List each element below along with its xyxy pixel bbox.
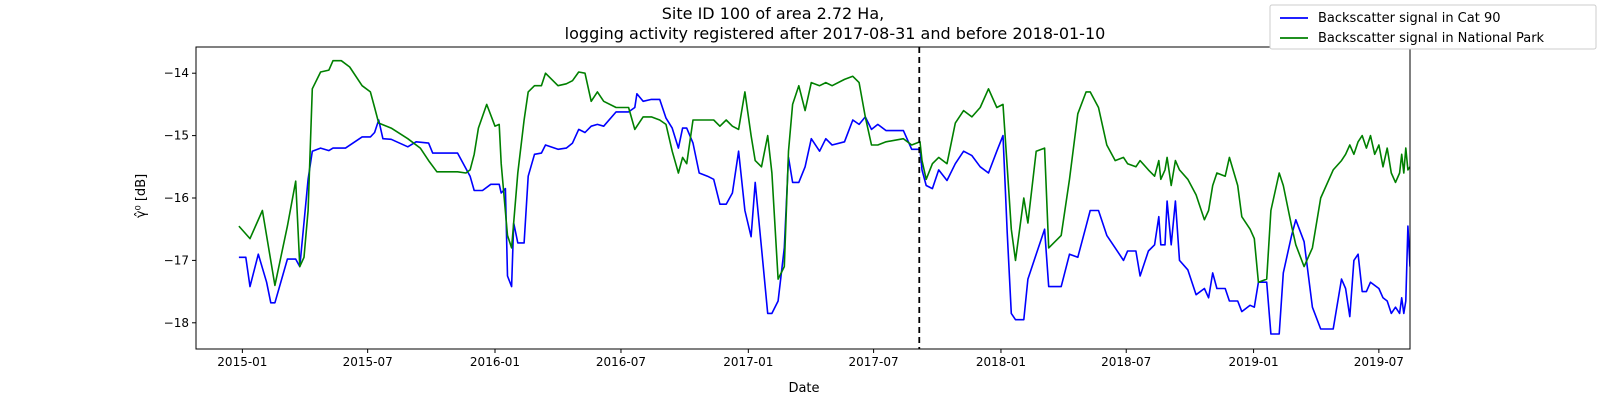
legend-label-cat90: Backscatter signal in Cat 90 bbox=[1318, 11, 1501, 26]
x-tick-label: 2015-07 bbox=[343, 355, 393, 369]
x-tick-label: 2018-01 bbox=[976, 355, 1026, 369]
y-tick-label: −17 bbox=[164, 253, 189, 267]
x-tick-label: 2019-07 bbox=[1354, 355, 1404, 369]
chart-title-line1: Site ID 100 of area 2.72 Ha, bbox=[662, 4, 884, 23]
y-tick-label: −15 bbox=[164, 129, 189, 143]
legend-box bbox=[1269, 4, 1597, 50]
y-axis-label: γ̂⁰ [dB] bbox=[134, 174, 149, 218]
x-axis-label: Date bbox=[788, 381, 819, 396]
legend: Backscatter signal in Cat 90 Backscatter… bbox=[1269, 4, 1597, 50]
x-tick-label: 2017-07 bbox=[849, 355, 899, 369]
chart-title-line2: logging activity registered after 2017-0… bbox=[565, 24, 1106, 43]
x-tick-label: 2019-01 bbox=[1229, 355, 1279, 369]
legend-label-national-park: Backscatter signal in National Park bbox=[1318, 31, 1545, 46]
x-tick-label: 2018-07 bbox=[1101, 355, 1151, 369]
x-tick-label: 2016-07 bbox=[596, 355, 646, 369]
plot-area: 2015-01 2015-07 2016-01 2016-07 2017-01 2017-… bbox=[164, 46, 1411, 369]
y-tick-label: −14 bbox=[164, 66, 189, 80]
y-tick-label: −16 bbox=[164, 191, 189, 205]
x-tick-label: 2015-01 bbox=[217, 355, 267, 369]
series-line-national-park bbox=[238, 59, 1410, 287]
x-tick-label: 2016-01 bbox=[470, 355, 520, 369]
y-tick-label: −18 bbox=[164, 316, 189, 330]
x-tick-label: 2017-01 bbox=[723, 355, 773, 369]
